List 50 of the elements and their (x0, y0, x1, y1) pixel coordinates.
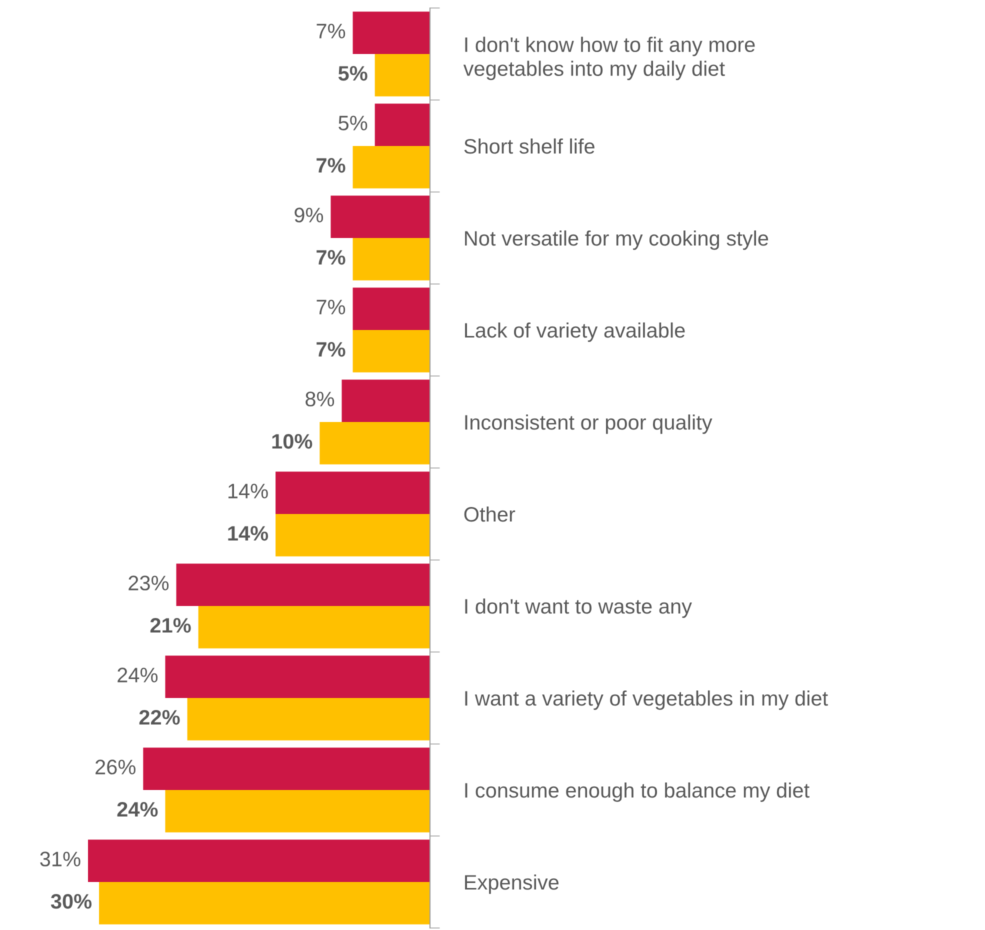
y-tick-label: I don't know how to fit any more vegetables into my daily diet (463, 36, 755, 80)
bar (143, 748, 430, 790)
data-label: 7% (316, 300, 346, 314)
data-label: 24% (117, 802, 158, 817)
bar (374, 104, 430, 146)
data-label: 7% (316, 158, 346, 173)
bar (342, 380, 430, 422)
bar (320, 422, 430, 464)
data-label: 5% (338, 66, 368, 81)
data-label: 7% (316, 250, 346, 265)
bar (176, 564, 430, 606)
data-label: 21% (150, 618, 191, 633)
data-label: 14% (228, 526, 268, 541)
bar (374, 54, 430, 96)
bar (276, 472, 430, 514)
bar (198, 606, 430, 648)
y-tick-label: I consume enough to balance my diet (465, 782, 810, 802)
y-tick-label: Inconsistent or poor quality (465, 414, 712, 434)
data-label: 31% (40, 852, 80, 866)
y-tick-label: Short shelf life (464, 138, 594, 154)
data-label: 10% (272, 434, 312, 449)
bar (88, 840, 430, 882)
data-label: 23% (128, 576, 169, 590)
data-label: 24% (118, 668, 158, 682)
y-tick-label: Not versatile for my cooking style (465, 230, 768, 250)
data-label: 22% (139, 710, 180, 725)
bar (165, 656, 430, 698)
y-tick-label: Other (464, 506, 516, 522)
data-label: 30% (50, 894, 92, 909)
data-label: 26% (96, 760, 136, 774)
bar (330, 196, 430, 238)
data-label: 7% (316, 24, 346, 38)
data-label: 5% (338, 116, 368, 130)
bar (276, 514, 430, 556)
bar (99, 882, 430, 924)
y-tick-label: Expensive (465, 874, 559, 894)
y-tick-label: I don't want to waste any (465, 598, 692, 618)
bar (352, 146, 430, 188)
bar (352, 330, 430, 372)
data-label: 7% (316, 342, 346, 357)
y-tick-label: Lack of variety available (465, 322, 685, 342)
bar (187, 698, 430, 740)
data-label: 9% (294, 208, 324, 222)
bar (352, 238, 430, 280)
data-label: 8% (306, 392, 334, 406)
bar (352, 288, 430, 330)
bar (165, 790, 430, 832)
bar (352, 12, 430, 54)
data-label: 14% (228, 484, 268, 498)
y-tick-label: I want a variety of vegetables in my diet (465, 690, 828, 710)
